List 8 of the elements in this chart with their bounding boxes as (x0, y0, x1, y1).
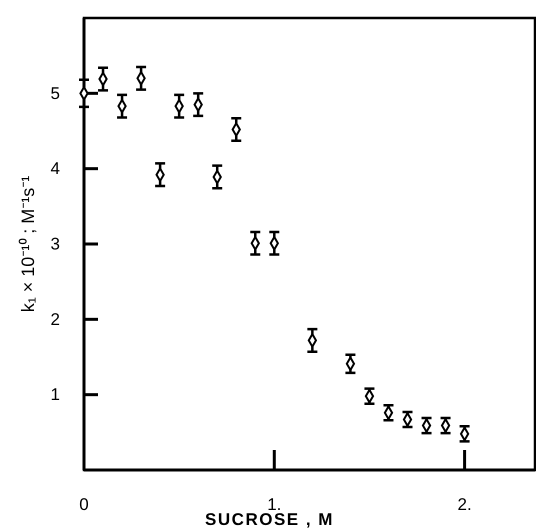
y-tick-label: 4 (50, 159, 60, 178)
y-axis-title: k₁ × 10⁻¹⁰ ; M⁻¹s⁻¹ (18, 176, 38, 312)
y-tick-label: 1 (50, 385, 60, 404)
y-tick-label: 5 (50, 84, 60, 103)
y-tick-label: 3 (50, 234, 60, 254)
y-tick-label: 2 (50, 310, 60, 329)
x-tick-label: 0 (79, 495, 89, 514)
x-tick-label: 2. (457, 495, 472, 514)
